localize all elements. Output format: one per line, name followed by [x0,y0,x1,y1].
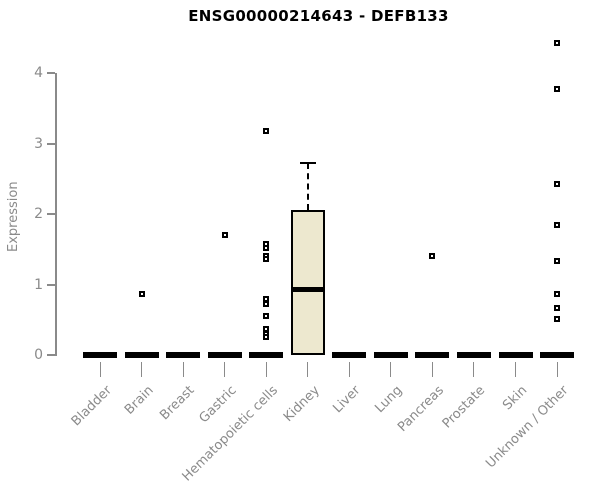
x-tick [390,362,391,377]
x-tick [307,362,308,377]
outlier-point [554,40,560,46]
chart-title: ENSG00000214643 - DEFB133 [188,7,449,25]
zero-box [457,352,491,358]
x-tick [266,362,267,377]
x-tick [473,362,474,377]
outlier-point [554,258,560,264]
zero-box [208,352,242,358]
y-tick-label: 0 [34,347,43,363]
outlier-point [554,181,560,187]
y-tick-label: 3 [34,136,43,152]
y-tick [47,354,55,356]
outlier-point [554,305,560,311]
whisker [307,163,309,210]
outlier-point [263,256,269,262]
x-tick [183,362,184,377]
outlier-point [554,291,560,297]
x-tick [349,362,350,377]
y-tick-label: 2 [34,206,43,222]
outlier-point [554,316,560,322]
zero-box [540,352,574,358]
x-tick-label: Prostate [440,383,489,432]
zero-box [83,352,117,358]
x-tick-label: Breast [157,383,198,424]
x-tick [224,362,225,377]
x-tick [557,362,558,377]
x-tick [100,362,101,377]
whisker-cap [300,162,316,164]
y-axis-line [55,73,57,356]
zero-box [166,352,200,358]
x-tick-label: Kidney [280,383,323,425]
x-tick [432,362,433,377]
x-tick [141,362,142,377]
y-tick [47,143,55,145]
outlier-point [263,128,269,134]
y-tick-label: 4 [34,65,43,81]
x-tick-label: Lung [372,383,406,417]
x-tick-label: Bladder [68,383,115,430]
y-tick-label: 1 [34,277,43,293]
x-tick-label: Brain [121,383,157,418]
outlier-point [139,291,145,297]
zero-box [249,352,283,358]
outlier-point [222,232,228,238]
box [291,210,325,355]
outlier-point [263,245,269,251]
outlier-point [554,222,560,228]
x-tick [515,362,516,377]
y-tick [47,72,55,74]
x-tick-label: Skin [500,383,531,414]
zero-box [332,352,366,358]
outlier-point [554,86,560,92]
outlier-point [263,334,269,340]
x-tick-label: Liver [330,383,364,417]
zero-box [499,352,533,358]
outlier-point [429,253,435,259]
zero-box [374,352,408,358]
outlier-point [263,313,269,319]
median-line [291,287,325,292]
y-tick [47,284,55,286]
outlier-point [263,301,269,307]
y-tick [47,213,55,215]
zero-box [415,352,449,358]
zero-box [125,352,159,358]
